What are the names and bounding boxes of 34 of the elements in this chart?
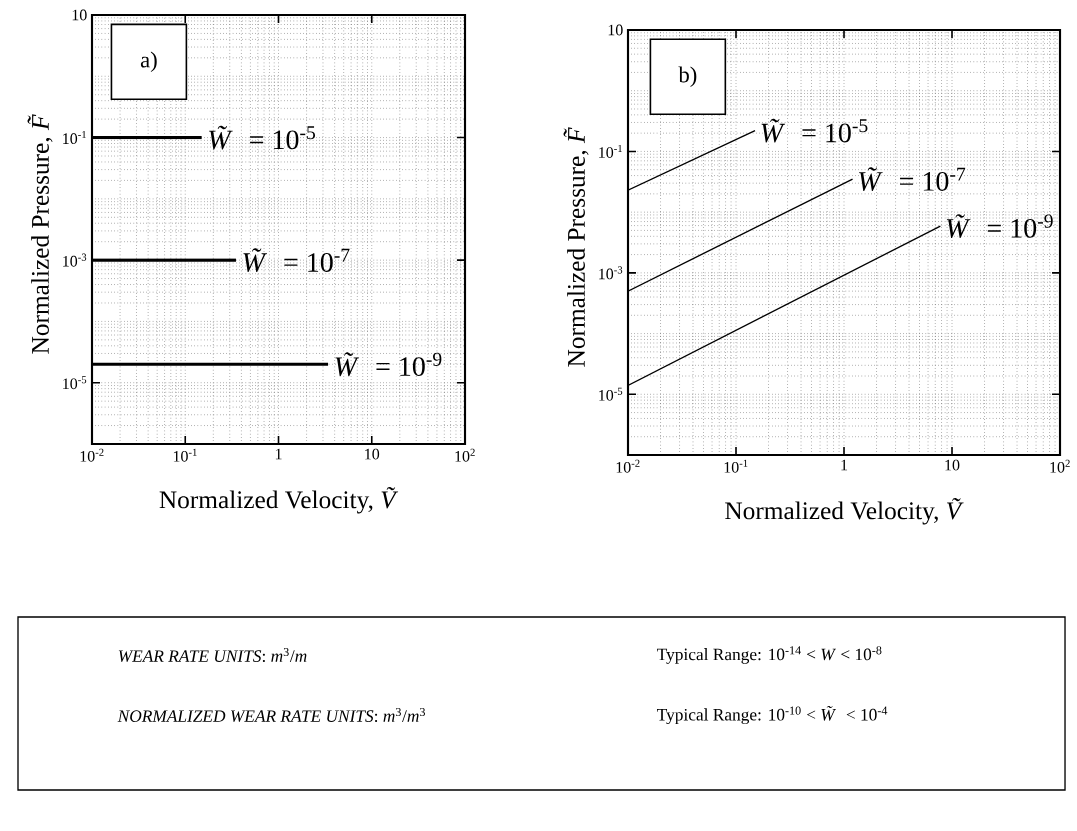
series-label: W̃ = 10$^{-5}$: [761, 118, 868, 143]
y-tick-label: 10: [72, 9, 87, 21]
y-tick-label: 10$^{-5}$: [599, 387, 623, 401]
x-tick-label: 10: [365, 448, 380, 460]
x-tick-label: 10$^{-1}$: [173, 448, 197, 462]
series-label: W̃ = 10$^{-7}$: [859, 167, 966, 192]
y-tick-label: 10$^{-5}$: [63, 376, 87, 390]
text: WEAR RATE UNITS: m$^{3}$/m: [118, 647, 307, 663]
x-tick-label: 1: [275, 448, 282, 460]
text: Typical Range: 10$^{-10}$ < W̃ < 10$^{-4}$: [657, 705, 888, 725]
x-tick-label: 10$^{2}$: [1050, 459, 1070, 473]
y-tick-label: 10$^{-3}$: [599, 266, 623, 280]
x-tick-label: 10: [945, 459, 960, 471]
series-label: W̃ = 10$^{-7}$: [243, 248, 350, 273]
annotation: b): [678, 66, 697, 88]
x-axis-title: Normalized Velocity, Ṽ: [159, 486, 399, 514]
text: NORMALIZED WEAR RATE UNITS: m$^{3}$/m$^{3}$: [117, 707, 425, 723]
y-axis-title: Normalized Pressure, F̃: [27, 114, 53, 354]
y-tick-label: 10$^{-3}$: [63, 253, 87, 267]
legend-label: W̃ = 10$^{-9}$: [335, 352, 442, 377]
x-axis-title: Normalized Velocity, Ṽ: [725, 497, 964, 525]
x-tick-label: 10$^{-1}$: [724, 459, 748, 473]
x-tick-label: 10$^{-2}$: [80, 448, 104, 462]
series-label: W̃ = 10$^{-9}$: [946, 214, 1053, 238]
x-tick-label: 1: [841, 459, 848, 471]
y-tick-label: 10$^{-1}$: [599, 144, 622, 158]
y-tick-label: 10$^{-1}$: [63, 131, 86, 145]
y-axis-title: Normalized Pressure, F̃: [563, 127, 589, 367]
y-tick-label: 10: [608, 24, 623, 36]
text: Typical Range: 10$^{-14}$ < W < 10$^{-8}$: [657, 646, 882, 664]
series-label: W̃ = 10$^{-5}$: [209, 125, 316, 150]
annotation: a): [140, 51, 157, 73]
x-tick-label: 10$^{2}$: [455, 448, 475, 462]
x-tick-label: 10$^{-2}$: [616, 459, 640, 473]
